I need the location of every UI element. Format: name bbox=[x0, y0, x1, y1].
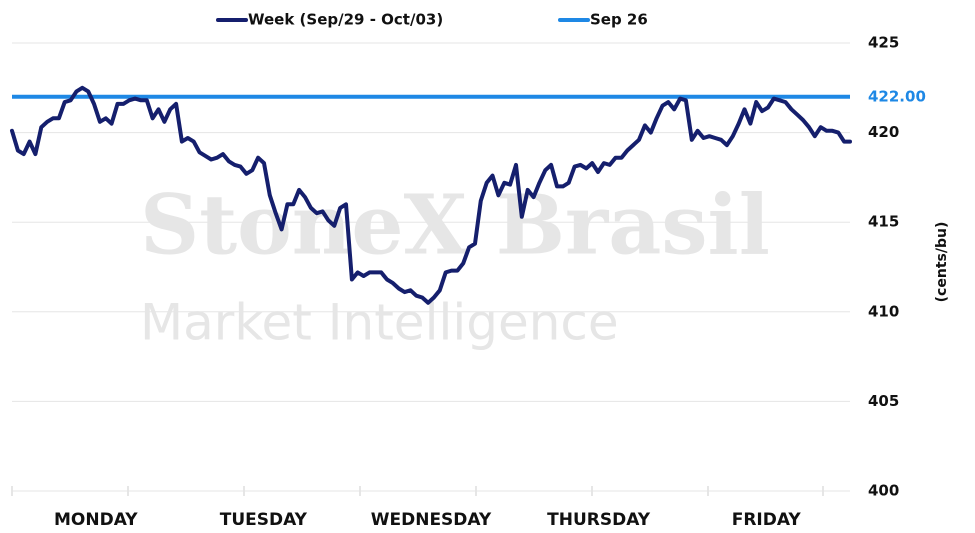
y-tick-label: 410 bbox=[868, 302, 899, 320]
x-tick-label: MONDAY bbox=[54, 510, 138, 530]
watermark: Market Intelligence bbox=[140, 294, 619, 352]
x-tick-label: THURSDAY bbox=[547, 510, 651, 530]
y-tick-label: 415 bbox=[868, 213, 899, 231]
x-tick-label: FRIDAY bbox=[732, 510, 802, 530]
y-axis-label: (cents/bu) bbox=[934, 222, 950, 303]
y-tick-label: 420 bbox=[868, 123, 899, 141]
value-label: 422.00 bbox=[868, 87, 926, 105]
legend-label: Sep 26 bbox=[590, 11, 648, 29]
legend-label: Week (Sep/29 - Oct/03) bbox=[248, 11, 443, 29]
watermark: StoneX Brasil bbox=[140, 177, 770, 273]
x-tick-label: WEDNESDAY bbox=[371, 510, 492, 530]
y-tick-label: 425 bbox=[868, 34, 899, 52]
y-tick-label: 400 bbox=[868, 482, 899, 500]
data-line bbox=[10, 85, 852, 305]
x-tick-label: TUESDAY bbox=[220, 510, 308, 530]
y-tick-label: 405 bbox=[868, 392, 899, 410]
